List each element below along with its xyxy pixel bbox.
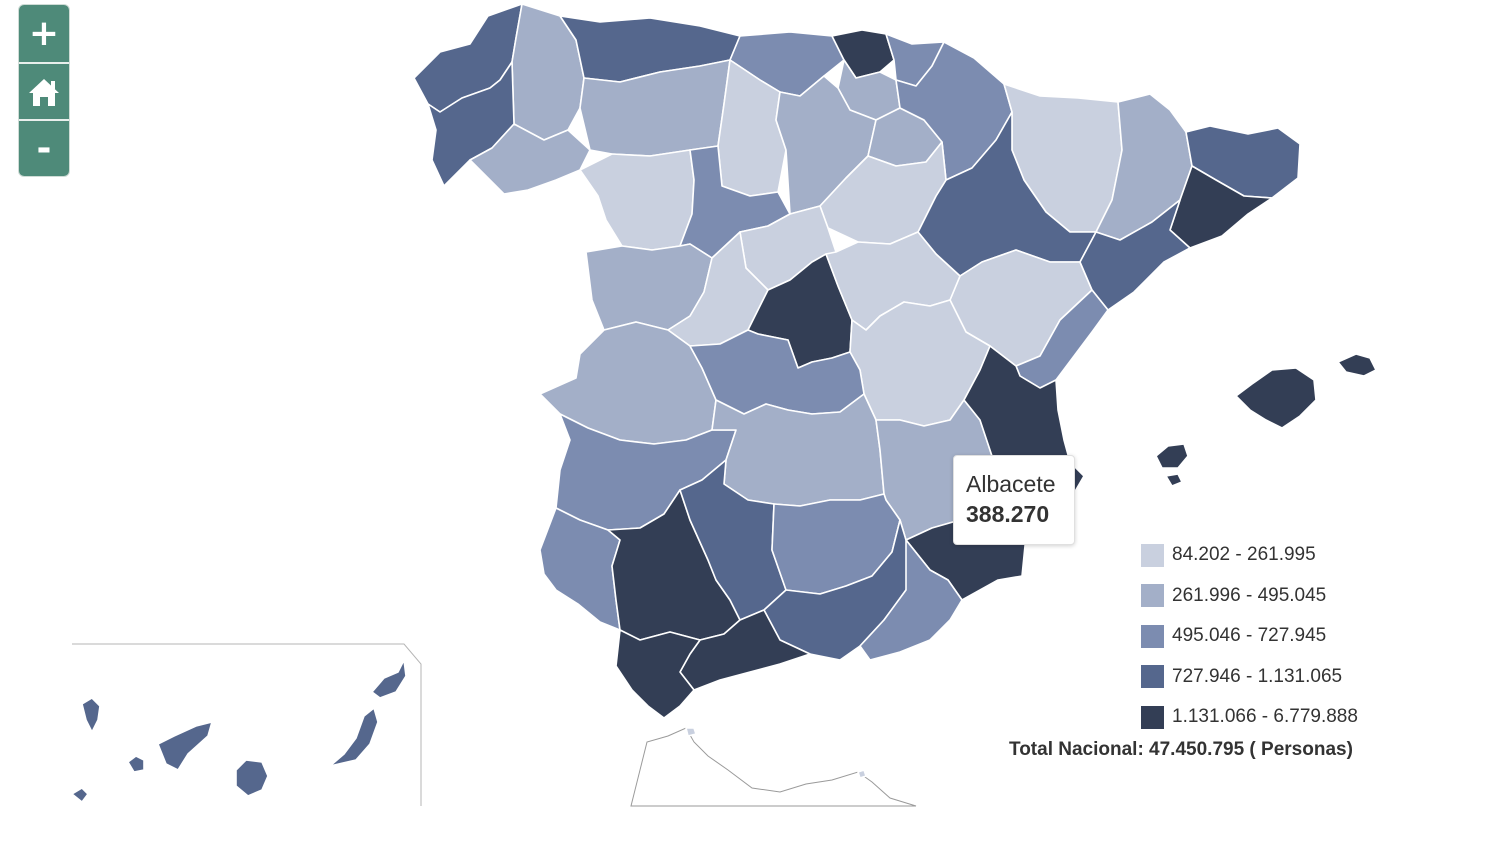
province-ourense[interactable] [469,123,591,195]
province-tenerife[interactable] [157,721,213,771]
province-formentera[interactable] [1165,473,1183,487]
province-gran-canaria[interactable] [235,759,269,797]
province-ibiza[interactable] [1155,443,1189,469]
canarias-inset-frame [72,643,422,806]
legend-item: 727.946 - 1.131.065 [1141,657,1358,698]
legend-swatch [1141,584,1164,608]
north-africa-outline [630,727,917,807]
province-zamora[interactable] [579,149,695,251]
province-la-palma[interactable] [81,697,101,733]
zoom-in-button[interactable]: + [19,5,69,62]
province-mallorca[interactable] [1235,367,1317,429]
legend-label: 495.046 - 727.945 [1172,625,1327,647]
province-el-hierro[interactable] [71,787,89,803]
zoom-out-button[interactable]: - [19,119,69,176]
province-fuerteventura[interactable] [329,707,379,767]
province-almeria[interactable] [859,539,963,661]
legend-item: 84.202 - 261.995 [1141,535,1358,576]
legend-item: 261.996 - 495.045 [1141,576,1358,617]
legend-item: 1.131.066 - 6.779.888 [1141,697,1358,738]
legend-label: 261.996 - 495.045 [1172,584,1327,606]
province-tooltip: Albacete 388.270 [953,455,1075,545]
province-melilla[interactable] [857,769,867,779]
minus-icon: - [36,127,52,169]
legend-label: 1.131.066 - 6.779.888 [1172,706,1358,728]
home-button[interactable] [19,62,69,119]
home-icon [29,78,59,106]
province-cadiz[interactable] [615,629,701,719]
legend-label: 84.202 - 261.995 [1172,544,1316,566]
legend-swatch [1141,665,1164,689]
province-menorca[interactable] [1337,353,1377,377]
province-la-gomera[interactable] [127,755,145,773]
tooltip-province-name: Albacete [966,471,1056,497]
legend-swatch [1141,705,1164,729]
tooltip-province-value: 388.270 [966,501,1050,527]
legend-item: 495.046 - 727.945 [1141,616,1358,657]
legend-label: 727.946 - 1.131.065 [1172,665,1343,687]
province-tarragona[interactable] [1079,199,1191,311]
national-total: Total Nacional: 47.450.795 ( Personas) [1009,739,1353,760]
province-lanzarote[interactable] [371,659,407,699]
province-ceuta[interactable] [685,727,697,737]
map-zoom-controls: + - [18,4,70,177]
legend-swatch [1141,543,1164,567]
map-legend: 84.202 - 261.995 261.996 - 495.045 495.0… [1141,535,1358,738]
plus-icon: + [28,12,60,54]
legend-swatch [1141,624,1164,648]
